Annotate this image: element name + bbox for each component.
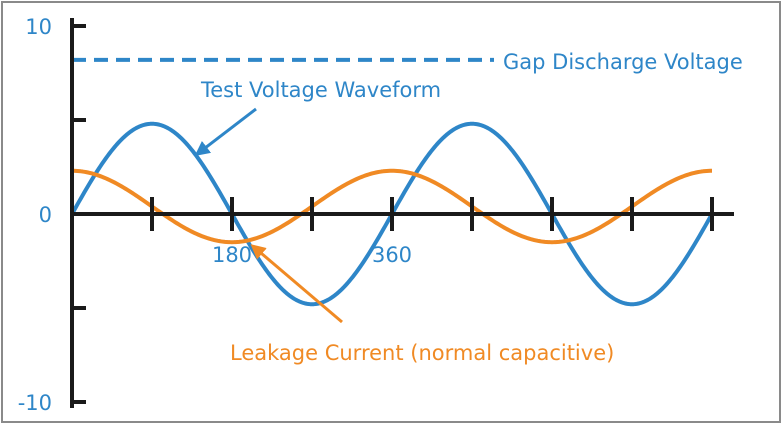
series-leakage-current-normal-capacitive-line bbox=[71, 168, 713, 245]
annotation-leakage-current-normal-capacitive: Leakage Current (normal capacitive) bbox=[230, 341, 614, 365]
y-tick-label-neg10: -10 bbox=[18, 391, 52, 415]
x-tick-label-360: 360 bbox=[372, 243, 412, 267]
annotation-gap-discharge-voltage: Gap Discharge Voltage bbox=[503, 50, 743, 74]
y-tick-label-0: 0 bbox=[39, 203, 52, 227]
annotation-arrow-leakage-current-normal-capacitive bbox=[250, 244, 343, 324]
annotation-test-voltage-waveform: Test Voltage Waveform bbox=[200, 78, 441, 102]
x-tick-label-180: 180 bbox=[212, 243, 252, 267]
annotation-arrow-test-voltage-waveform bbox=[194, 107, 257, 157]
y-tick-label-10: 10 bbox=[25, 15, 52, 39]
